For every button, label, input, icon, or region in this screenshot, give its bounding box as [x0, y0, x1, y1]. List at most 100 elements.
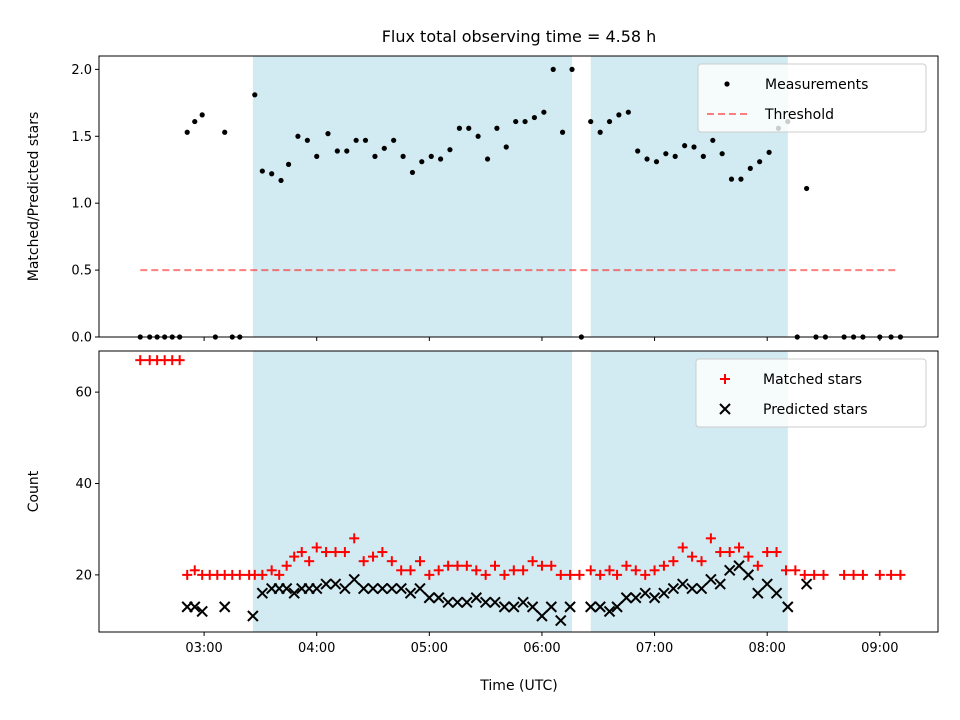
predicted-star-point: [677, 578, 689, 590]
cross-b: [196, 605, 208, 618]
measurement-point: [606, 118, 613, 125]
y-tick-label: 60: [75, 386, 92, 401]
measurement-point: [804, 185, 810, 192]
predicted-star-point: [770, 587, 783, 599]
predicted-star-point: [386, 582, 398, 595]
measurement-point: [569, 66, 575, 72]
bottom-panel: 20 40 60 03:00 04:00 05:00 06:00 07:00 08:00 09:0…: [26, 350, 939, 656]
cross-b: [329, 578, 342, 590]
matched-star-point: [414, 556, 425, 567]
matched-star-point: [377, 547, 388, 558]
y-axis-label: Count: [26, 470, 42, 512]
predicted-star-point: [742, 569, 755, 581]
legend-marker-matched: [720, 374, 730, 384]
measurement-point: [738, 176, 744, 182]
x-tick-label: 07:00: [636, 641, 673, 656]
matched-star-point: [274, 569, 285, 580]
predicted-star-point: [423, 592, 436, 604]
matched-star-point: [311, 542, 322, 553]
y-tick-label: 0.0: [71, 331, 92, 346]
legend-label-predicted: Predicted stars: [763, 402, 868, 418]
predicted-star-point: [761, 578, 773, 590]
predicted-star-point: [219, 601, 231, 613]
matched-star-point: [565, 569, 576, 580]
matched-star-point: [443, 560, 454, 571]
predicted-star-point: [536, 610, 548, 622]
predicted-star-point: [395, 582, 407, 595]
predicted-star-point: [404, 587, 417, 599]
matched-star-point: [386, 556, 397, 567]
measurement-point: [381, 145, 387, 151]
matched-star-point: [696, 556, 707, 567]
matched-star-point: [687, 551, 698, 562]
observing-interval-0: [252, 56, 572, 337]
cross-b: [219, 601, 231, 613]
matched-star-point: [790, 565, 801, 576]
cross-b: [536, 610, 548, 622]
legend-label-matched: Matched stars: [763, 372, 862, 388]
cross-b: [311, 582, 323, 595]
matched-star-point: [281, 560, 292, 571]
matched-star-point: [234, 569, 245, 580]
cross-b: [526, 601, 539, 613]
cross-b: [620, 592, 633, 604]
predicted-star-point: [320, 578, 332, 590]
predicted-star-point: [639, 587, 651, 599]
matched-star-point: [848, 569, 859, 580]
cross-b: [686, 582, 698, 595]
y-tick-label: 2.0: [71, 63, 92, 78]
measurement-point: [663, 151, 669, 157]
cross-b: [479, 596, 492, 609]
matched-star-point: [452, 560, 463, 571]
legend-label-measurements: Measurements: [765, 77, 868, 93]
matched-star-point: [630, 565, 641, 576]
cross-b: [555, 614, 567, 627]
matched-star-point: [649, 565, 660, 576]
predicted-star-point: [196, 605, 208, 618]
predicted-star-point: [189, 601, 201, 613]
x-tick-label: 04:00: [298, 641, 335, 656]
legend-box: [695, 358, 927, 428]
measurement-point: [588, 118, 594, 125]
measurement-point: [278, 177, 284, 184]
chart-title: Flux total observing time = 4.58 h: [382, 27, 657, 46]
measurement-point: [710, 137, 716, 143]
cross-b: [658, 587, 670, 599]
cross-b: [348, 573, 360, 586]
matched-star-point: [762, 547, 773, 558]
predicted-star-point: [603, 605, 616, 618]
matched-star-point: [839, 569, 850, 580]
cross-b: [280, 582, 293, 595]
matched-star-point: [536, 560, 547, 571]
measurement-point: [616, 112, 622, 118]
cross-b: [288, 587, 300, 599]
matched-star-point: [174, 355, 185, 366]
matched-star-point: [358, 556, 369, 567]
cross-b: [395, 582, 407, 595]
cross-b: [770, 587, 783, 599]
cross-b: [442, 596, 454, 609]
matched-star-point: [471, 565, 482, 576]
axes-frame: [98, 350, 939, 633]
measurement-point: [222, 129, 228, 135]
measurement-point: [635, 148, 641, 154]
predicted-star-point: [376, 582, 389, 595]
matched-star-point: [585, 565, 596, 576]
measurement-point: [428, 153, 434, 159]
matched-star-point: [734, 542, 745, 553]
measurement-point: [672, 153, 678, 159]
predicted-star-point: [288, 587, 300, 599]
cross-b: [461, 596, 473, 609]
matched-star-point: [771, 547, 782, 558]
cross-b: [752, 587, 764, 599]
measurement-point: [192, 118, 198, 125]
measurement-point: [625, 109, 631, 115]
matched-star-point: [330, 547, 341, 558]
cross-b: [432, 592, 445, 604]
predicted-star-point: [630, 592, 642, 604]
matched-star-point: [612, 569, 623, 580]
measurement-point: [447, 147, 453, 153]
y-tick-label: 20: [75, 568, 92, 583]
matched-star-point: [349, 533, 360, 544]
